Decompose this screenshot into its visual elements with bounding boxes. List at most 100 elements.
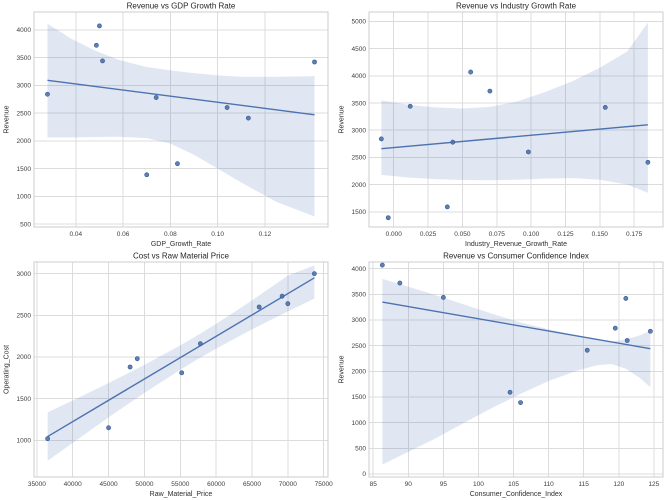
x-tick-label: 50000: [135, 481, 153, 488]
confidence-band: [47, 23, 315, 217]
y-tick-label: 2000: [17, 138, 32, 145]
data-point: [106, 425, 111, 431]
x-axis-label: GDP_Growth_Rate: [151, 241, 211, 248]
chart-svg-revenue-vs-gdp-growth-rate: 0.04 0.06 0.08 0.10 0.12 500 1000 1500 2000 2500 3…: [4, 2, 329, 248]
data-point: [468, 69, 474, 75]
y-tick-label: 1000: [17, 194, 32, 201]
data-point: [311, 271, 317, 277]
data-point: [312, 59, 317, 65]
data-point: [179, 370, 185, 376]
data-point: [440, 295, 446, 300]
confidence-band: [382, 278, 651, 465]
y-tick-label: 4000: [17, 27, 32, 34]
y-tick-label: 3500: [17, 55, 32, 62]
x-tick-label: 65000: [243, 481, 261, 488]
data-point: [256, 304, 262, 310]
x-tick-label: 0.04: [70, 231, 83, 238]
chart-svg-revenue-vs-industry-growth-rate: 0.000 0.025 0.050 0.075 0.100 0.125 0.150 0.175…: [339, 2, 664, 248]
y-tick-label: 1000: [17, 438, 32, 445]
regression-line: [381, 124, 648, 150]
chart-revenue-vs-consumer-confidence-index: 85 90 95 100 105 110 115 120 125 0 500 1000 1500 2000…: [335, 250, 669, 500]
x-tick-label: 0.100: [523, 231, 540, 238]
data-point: [450, 139, 456, 145]
x-axis-label: Raw_Material_Price: [150, 491, 213, 498]
x-tick-label: 125: [648, 481, 659, 488]
y-tick-label: 2500: [352, 155, 367, 162]
plot-frame: [33, 261, 329, 478]
y-tick-label: 3000: [17, 271, 32, 278]
x-tick-label: 110: [543, 481, 554, 488]
data-point: [525, 149, 531, 155]
confidence-band: [381, 22, 648, 193]
x-tick-label: 0.050: [454, 231, 471, 238]
data-point: [645, 159, 651, 165]
data-point: [624, 338, 630, 343]
y-tick-label: 3000: [17, 83, 32, 90]
y-axis-label: Revenue: [339, 105, 346, 133]
data-point: [518, 400, 523, 405]
x-tick-label: 0.125: [557, 231, 574, 238]
y-tick-label: 3500: [352, 100, 367, 107]
x-tick-label: 0.175: [626, 231, 643, 238]
data-point: [444, 204, 450, 210]
x-tick-label: 120: [613, 481, 624, 488]
x-axis-label: Industry_Revenue_Growth_Rate: [465, 241, 567, 248]
y-tick-label: 1000: [352, 420, 367, 427]
y-tick-label: 500: [20, 221, 31, 228]
x-tick-label: 95: [440, 481, 448, 488]
data-point: [487, 88, 493, 94]
data-point: [45, 91, 50, 97]
chart-title: Cost vs Raw Material Price: [133, 252, 230, 261]
y-tick-label: 3000: [352, 127, 367, 134]
y-tick-label: 4000: [352, 266, 367, 273]
data-point: [407, 103, 413, 109]
x-tick-label: 0.10: [211, 231, 224, 238]
y-tick-label: 2000: [352, 368, 367, 375]
x-tick-label: 0.06: [117, 231, 130, 238]
x-tick-label: 115: [579, 481, 590, 488]
y-tick-label: 0: [362, 471, 366, 478]
x-tick-label: 85: [370, 481, 378, 488]
confidence-band: [47, 265, 315, 461]
chart-revenue-vs-industry-growth-rate: 0.000 0.025 0.050 0.075 0.100 0.125 0.150 0.175…: [335, 0, 669, 250]
plot-frame: [33, 11, 329, 228]
y-tick-label: 2000: [352, 182, 367, 189]
chart-svg-cost-vs-raw-material-price: 35000 40000 45000 50000 55000 60000 65000 70000…: [4, 252, 334, 499]
x-tick-label: 55000: [171, 481, 189, 488]
y-tick-label: 4000: [352, 73, 367, 80]
x-tick-label: 0.150: [592, 231, 609, 238]
y-tick-label: 2500: [352, 343, 367, 350]
x-tick-label: 105: [508, 481, 519, 488]
y-tick-label: 1500: [17, 166, 32, 173]
regression-line: [382, 301, 651, 350]
chart-title: Revenue vs Industry Growth Rate: [456, 2, 577, 11]
data-point: [144, 172, 150, 178]
x-tick-label: 100: [473, 481, 484, 488]
y-tick-label: 500: [355, 445, 366, 452]
plot-frame: [368, 11, 664, 228]
data-point: [507, 389, 513, 395]
x-tick-label: 75000: [315, 481, 333, 488]
x-tick-label: 0.025: [420, 231, 437, 238]
y-tick-label: 1500: [352, 209, 367, 216]
y-tick-label: 3500: [352, 292, 367, 299]
data-point: [175, 161, 180, 167]
chart-svg-revenue-vs-consumer-confidence-index: 85 90 95 100 105 110 115 120 125 0 500 1000 1500 2000…: [339, 252, 664, 498]
y-tick-label: 2000: [17, 354, 32, 361]
x-tick-label: 0.12: [259, 231, 272, 238]
chart-title: Revenue vs Consumer Confidence Index: [443, 252, 589, 261]
x-tick-label: 0.075: [489, 231, 506, 238]
data-point: [612, 325, 618, 331]
data-point: [602, 105, 608, 110]
y-tick-label: 5000: [352, 19, 367, 26]
data-point: [45, 436, 51, 442]
y-axis-label: Operating_Cost: [4, 345, 11, 394]
y-tick-label: 1500: [17, 396, 32, 403]
data-point: [97, 23, 102, 29]
data-point: [127, 364, 133, 370]
regression-line: [47, 79, 315, 116]
data-point: [245, 115, 251, 121]
data-point: [285, 301, 291, 307]
x-tick-label: 0.08: [164, 231, 177, 238]
